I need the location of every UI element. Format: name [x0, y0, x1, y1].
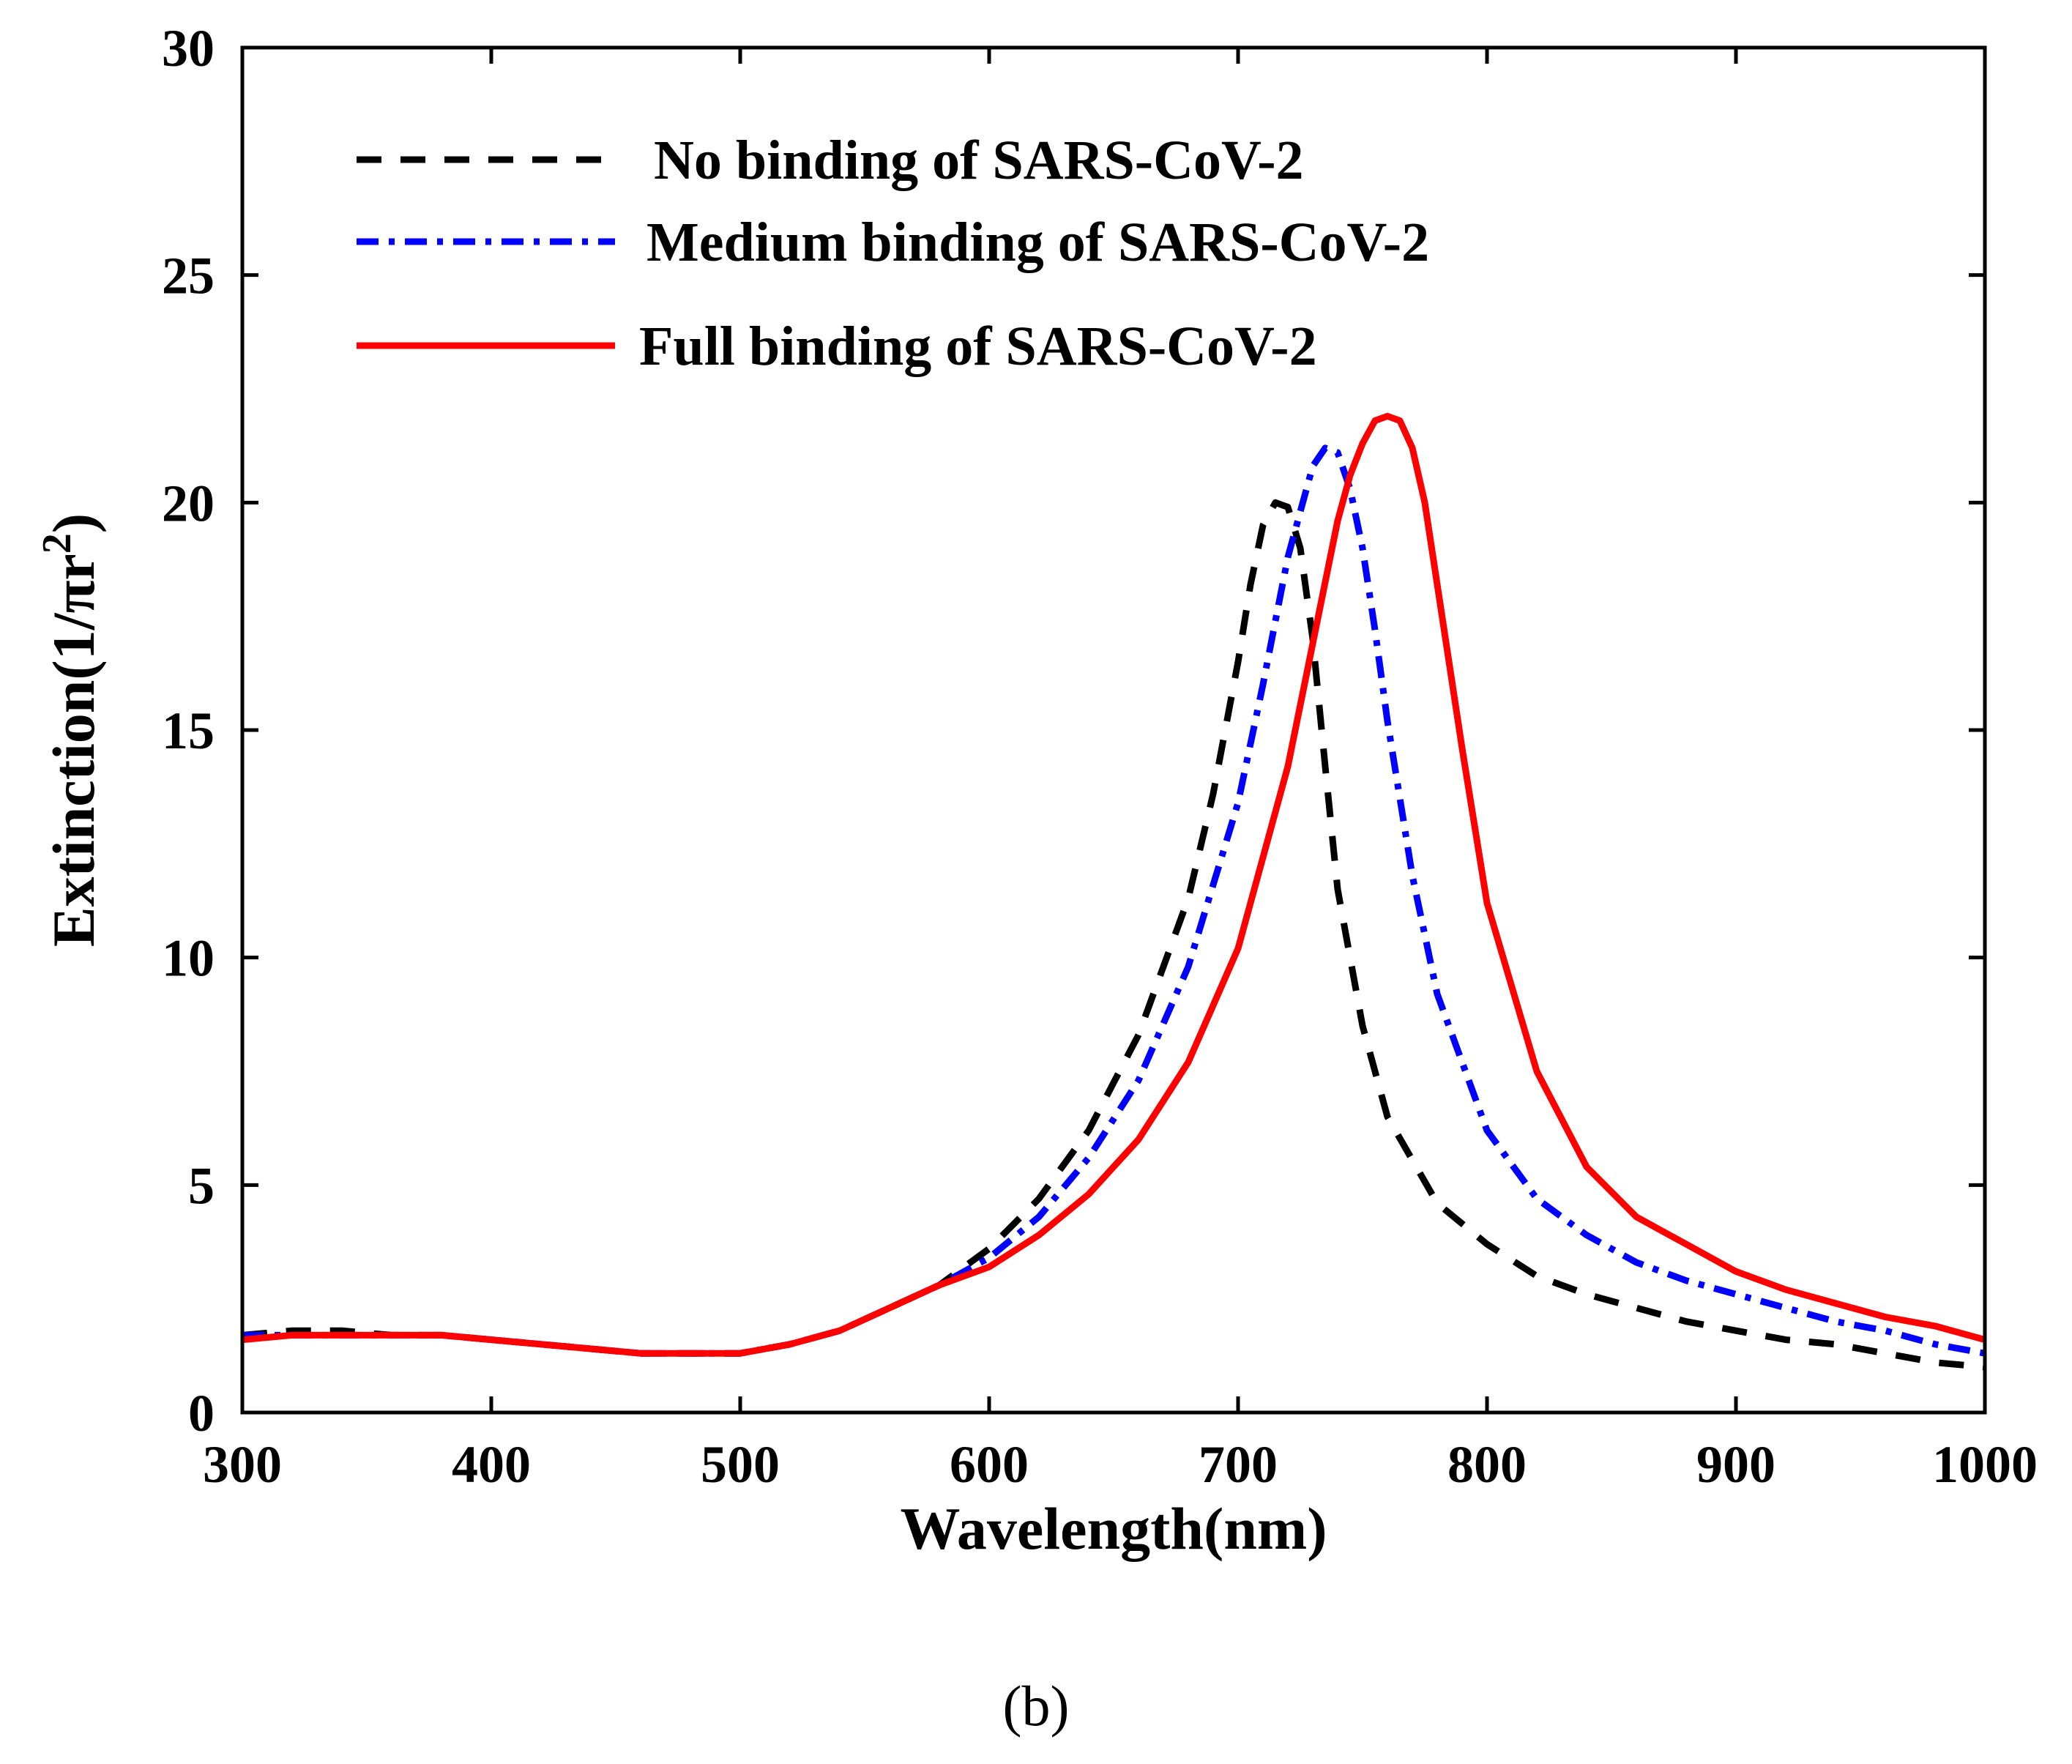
series-line-2	[242, 412, 1985, 1357]
x-tick-label: 700	[1199, 1435, 1278, 1494]
y-tick-label: 15	[162, 701, 215, 760]
series-line-1	[242, 444, 1985, 1357]
y-axis-label-close: )	[40, 513, 107, 533]
x-tick-label: 800	[1447, 1435, 1527, 1494]
extinction-spectrum-chart: 300 400 500 600 700 800 900 1000 0 5 10 15 20 25 30 Wa…	[34, 19, 2038, 1562]
x-tick-label: 300	[203, 1435, 282, 1494]
legend: No binding of SARS-CoV-2 Medium binding o…	[357, 130, 1429, 377]
legend-label-1: Medium binding of SARS-CoV-2	[646, 212, 1429, 273]
x-axis-label: Wavelength(nm)	[900, 1495, 1327, 1562]
plot-area-frame	[240, 45, 1987, 1415]
panel-label: (b)	[1002, 1674, 1070, 1738]
y-axis-label-main: Extinction(1/πr	[40, 554, 107, 947]
y-tick-label: 30	[162, 19, 215, 78]
y-tick-label: 0	[188, 1384, 215, 1443]
series-line-0	[242, 499, 1985, 1371]
x-tick-label: 900	[1696, 1435, 1775, 1494]
y-tick-label: 5	[188, 1156, 215, 1215]
x-tick-label: 600	[950, 1435, 1029, 1494]
legend-label-2: Full binding of SARS-CoV-2	[639, 316, 1317, 377]
y-tick-label: 10	[162, 929, 215, 988]
legend-label-0: No binding of SARS-CoV-2	[654, 130, 1304, 191]
x-tick-label: 500	[701, 1435, 780, 1494]
data-series	[242, 412, 1985, 1371]
y-tick-label: 25	[162, 247, 215, 305]
y-tick-label: 20	[162, 474, 215, 532]
x-tick-label: 400	[452, 1435, 531, 1494]
axis-ticks: 300 400 500 600 700 800 900 1000 0 5 10 15 20 25 30	[162, 19, 2038, 1494]
y-axis-label-sup: 2	[34, 533, 80, 554]
x-tick-label: 1000	[1932, 1435, 2038, 1494]
y-axis-label: Extinction(1/πr2)	[34, 513, 107, 947]
